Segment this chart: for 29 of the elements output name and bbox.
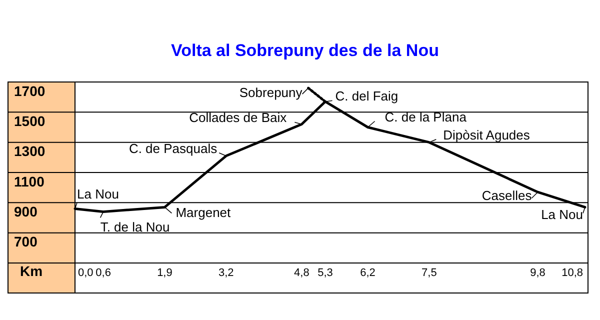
chart-title: Volta al Sobrepuny des de la Nou bbox=[171, 41, 439, 60]
x-tick-label: 9,8 bbox=[530, 267, 546, 279]
annotation: Sobrepuny bbox=[239, 85, 303, 100]
x-tick-label: 0,0 bbox=[78, 267, 94, 279]
y-tick-label: 1500 bbox=[14, 113, 46, 130]
annotation: Caselles bbox=[482, 188, 532, 204]
x-tick-label: 6,2 bbox=[360, 267, 376, 279]
x-tick-label: 5,3 bbox=[318, 267, 333, 279]
y-tick-label: 1300 bbox=[14, 143, 46, 160]
x-tick-label: 1,9 bbox=[157, 267, 172, 279]
x-tick-label: 3,2 bbox=[218, 267, 234, 279]
x-tick-label: 7,5 bbox=[422, 267, 437, 279]
annotation: La Nou bbox=[541, 207, 583, 222]
annotation: C. de Pasquals bbox=[128, 140, 218, 156]
x-tick-label: 0,6 bbox=[96, 267, 111, 279]
y-tick-label: 1100 bbox=[14, 173, 45, 190]
annotation: C. del Faig bbox=[335, 88, 398, 104]
annotation: Margenet bbox=[176, 205, 232, 220]
annotation: Collades de Baix bbox=[189, 110, 288, 126]
x-tick-label: 4,8 bbox=[294, 267, 310, 279]
annotation: La Nou bbox=[77, 186, 119, 202]
annotation: Dipòsit Agudes bbox=[443, 127, 530, 142]
x-tick-label: 10,8 bbox=[562, 267, 583, 279]
annotation: T. de la Nou bbox=[100, 220, 170, 235]
y-tick-label: 900 bbox=[14, 204, 38, 220]
y-tick-label: 1700 bbox=[14, 82, 46, 99]
y-tick-label: 700 bbox=[14, 234, 38, 250]
x-axis-title: Km bbox=[20, 263, 43, 279]
annotation: C. de la Plana bbox=[384, 109, 468, 124]
